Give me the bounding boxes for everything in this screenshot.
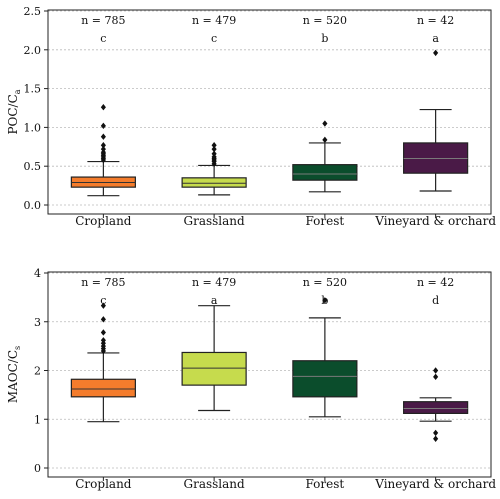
outlier-point — [100, 329, 106, 336]
y-tick-label: 0.0 — [24, 199, 42, 212]
y-tick-label: 0 — [34, 462, 41, 475]
x-tick-label: Forest — [306, 477, 345, 491]
n-label: n = 42 — [417, 276, 454, 289]
significance-letter: a — [432, 32, 439, 45]
n-label: n = 785 — [81, 276, 125, 289]
outlier-point — [100, 142, 106, 149]
outlier-point — [433, 367, 439, 374]
outlier-point — [100, 337, 106, 344]
n-label: n = 42 — [417, 14, 454, 27]
y-tick-label: 2.0 — [24, 44, 42, 57]
n-label: n = 520 — [303, 14, 347, 27]
plot-frame — [47, 9, 492, 215]
outlier-point — [211, 145, 217, 153]
n-label: n = 479 — [192, 14, 236, 27]
n-label: n = 520 — [303, 276, 347, 289]
x-tick-label: Cropland — [75, 477, 132, 491]
box-grassland — [181, 351, 247, 386]
outlier-point — [100, 302, 106, 309]
n-label: n = 785 — [81, 14, 125, 27]
x-tick-label: Grassland — [184, 477, 246, 491]
n-label: n = 479 — [192, 276, 236, 289]
box-cropland — [70, 378, 136, 398]
significance-letter: c — [100, 32, 106, 45]
significance-letter: a — [211, 294, 218, 307]
y-axis-label: POC/Ca — [6, 89, 22, 134]
outlier-point — [322, 120, 328, 127]
x-tick-label: Vineyard & orchard — [374, 214, 496, 228]
outlier-point — [100, 122, 106, 130]
box-vineyard-orchard — [403, 401, 469, 415]
y-axis-label-main: POC/C — [6, 94, 20, 134]
outlier-point — [322, 297, 328, 304]
y-tick-label: 3 — [34, 316, 41, 329]
box-grassland — [181, 177, 247, 188]
maoc-boxplot-panel: 0 1 2 3 4 MAOC/Cs n = 785 c Cropland n = 479 a Gras… — [6, 267, 496, 491]
outlier-point — [322, 136, 328, 144]
outlier-point — [433, 435, 439, 442]
significance-letter: c — [211, 32, 217, 45]
outlier-point — [211, 142, 217, 149]
significance-letter: b — [321, 294, 328, 307]
outlier-point — [100, 316, 106, 323]
outlier-point — [433, 373, 439, 381]
significance-letter: c — [100, 294, 106, 307]
y-tick-label: 2 — [34, 365, 41, 378]
y-tick-label: 1.0 — [24, 121, 42, 134]
outlier-point — [433, 49, 439, 57]
y-tick-label: 4 — [34, 267, 41, 280]
outlier-point — [433, 429, 439, 437]
x-tick-label: Vineyard & orchard — [374, 477, 496, 491]
y-axis-label-main: MAOC/C — [6, 350, 20, 403]
significance-letter: b — [321, 32, 328, 45]
outlier-point — [100, 104, 106, 111]
y-axis-label-subscript: s — [13, 346, 22, 350]
y-axis-label: MAOC/Cs — [6, 346, 22, 403]
y-axis-label-subscript: a — [13, 89, 22, 94]
y-tick-label: 1 — [34, 413, 41, 426]
x-tick-label: Forest — [306, 214, 345, 228]
box-forest — [292, 164, 358, 181]
outlier-point — [100, 145, 106, 153]
significance-letter: d — [432, 294, 439, 307]
x-tick-label: Grassland — [184, 214, 246, 228]
outlier-point — [211, 150, 217, 157]
y-tick-label: 2.5 — [24, 5, 42, 18]
outlier-point — [100, 133, 106, 140]
y-tick-label: 0.5 — [24, 160, 42, 173]
x-tick-label: Cropland — [75, 214, 132, 228]
box-forest — [292, 360, 358, 398]
y-tick-label: 1.5 — [24, 83, 42, 96]
plot-frame — [47, 271, 492, 478]
